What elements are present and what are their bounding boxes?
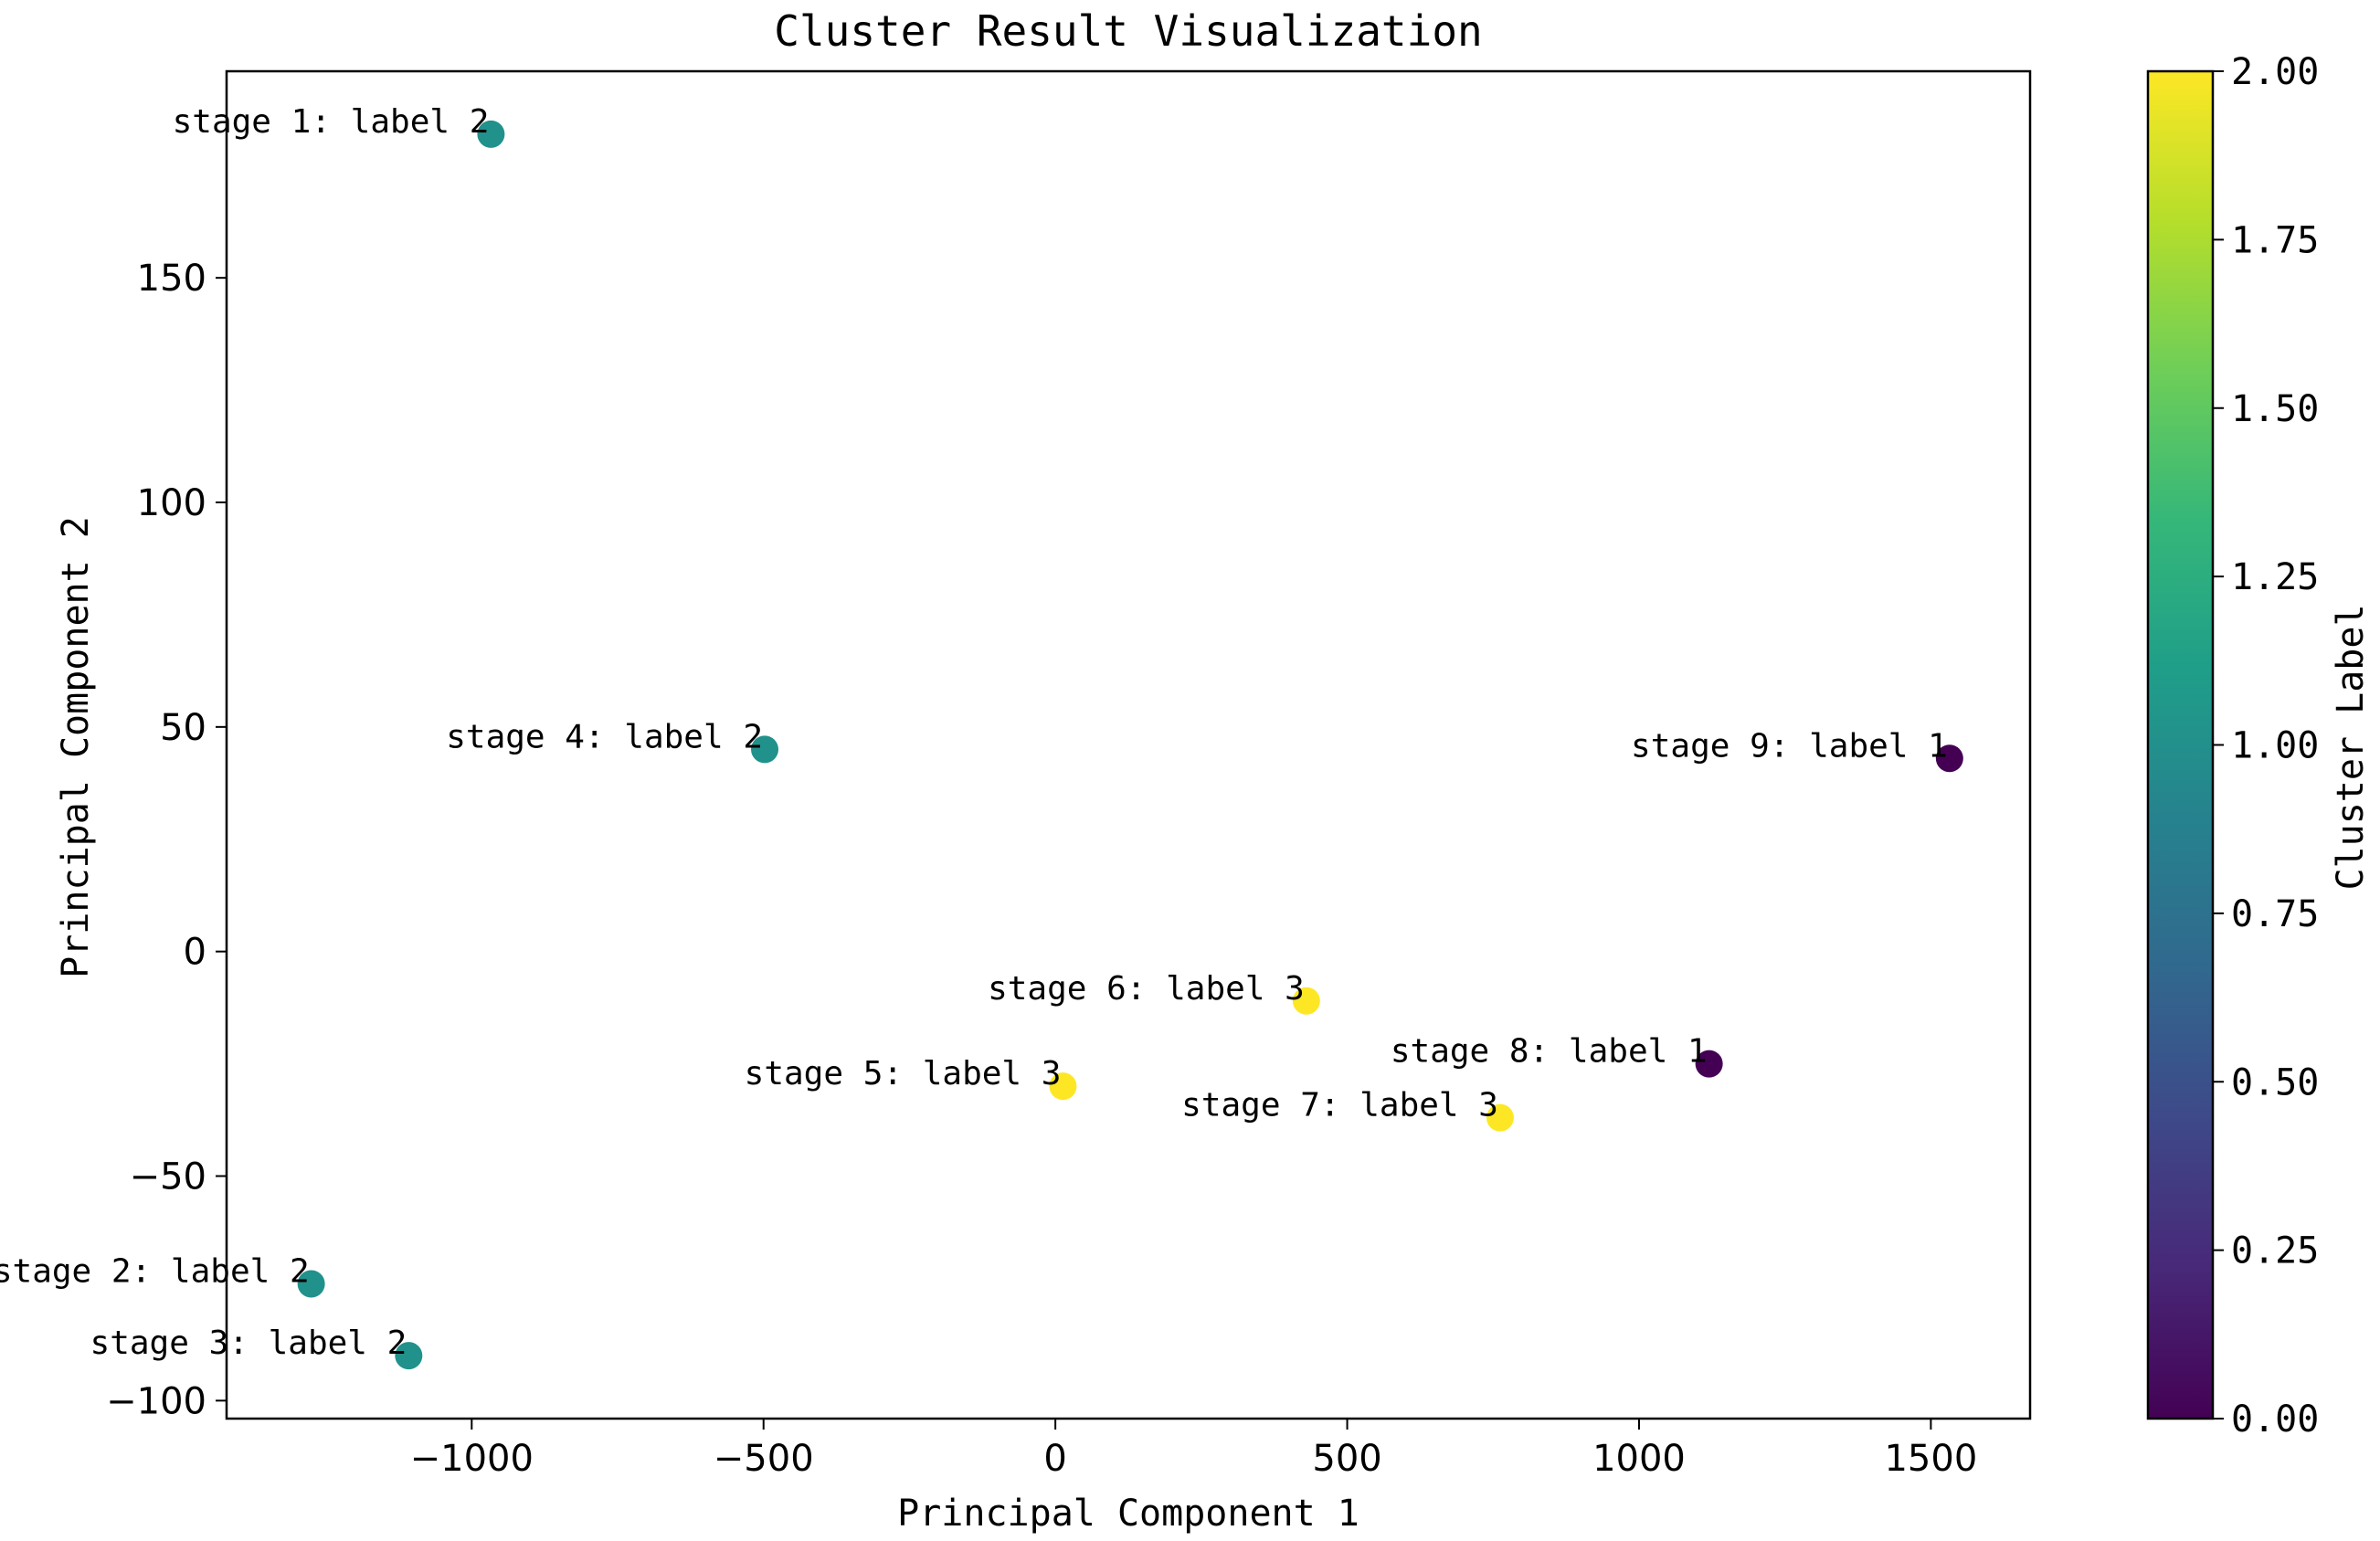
point-annotation-stage-6: stage 6: label 3 bbox=[988, 970, 1305, 1008]
colorbar-gradient bbox=[2146, 69, 2215, 1420]
point-annotation-stage-1: stage 1: label 2 bbox=[173, 103, 490, 141]
x-tick-label: 1000 bbox=[1592, 1438, 1686, 1480]
colorbar-label: Cluster Label bbox=[2330, 604, 2372, 890]
colorbar-tick-label: 1.50 bbox=[2231, 388, 2319, 430]
point-annotation-stage-5: stage 5: label 3 bbox=[745, 1055, 1062, 1092]
x-tick-label: 0 bbox=[1043, 1438, 1066, 1480]
colorbar-tick-label: 2.00 bbox=[2231, 51, 2319, 93]
y-tick-label: 100 bbox=[137, 482, 206, 524]
colorbar-tick-label: 0.75 bbox=[2231, 893, 2319, 935]
y-tick-label: 0 bbox=[184, 932, 206, 974]
y-tick-label: −100 bbox=[106, 1380, 206, 1422]
point-annotation-stage-9: stage 9: label 1 bbox=[1631, 727, 1948, 765]
chart-title: Cluster Result Visualization bbox=[774, 6, 1482, 56]
data-point-stage-3 bbox=[395, 1342, 423, 1370]
colorbar-tick-label: 0.50 bbox=[2231, 1061, 2319, 1103]
y-tick-label: −50 bbox=[130, 1156, 206, 1198]
point-annotation-stage-8: stage 8: label 1 bbox=[1391, 1033, 1708, 1071]
x-axis-label: Principal Component 1 bbox=[897, 1493, 1359, 1535]
data-point-stage-4 bbox=[751, 735, 779, 764]
colorbar-tick-label: 0.25 bbox=[2231, 1230, 2319, 1272]
x-tick-label: 500 bbox=[1312, 1438, 1381, 1480]
colorbar-tick-label: 1.00 bbox=[2231, 725, 2319, 767]
data-point-stage-8 bbox=[1695, 1050, 1723, 1078]
axes-frame bbox=[225, 69, 2032, 1420]
x-tick-label: −500 bbox=[714, 1438, 814, 1480]
data-point-stage-2 bbox=[297, 1270, 325, 1298]
y-tick-label: 150 bbox=[137, 258, 206, 300]
data-point-stage-5 bbox=[1049, 1072, 1077, 1101]
data-point-stage-9 bbox=[1935, 744, 1963, 773]
point-annotation-stage-4: stage 4: label 2 bbox=[446, 718, 763, 755]
point-annotation-stage-7: stage 7: label 3 bbox=[1181, 1087, 1498, 1124]
y-tick-label: 50 bbox=[160, 707, 206, 749]
colorbar-tick-label: 1.25 bbox=[2231, 556, 2319, 598]
x-tick-label: 1500 bbox=[1884, 1438, 1977, 1480]
data-point-stage-7 bbox=[1486, 1103, 1514, 1132]
colorbar-tick-label: 0.00 bbox=[2231, 1399, 2319, 1441]
point-annotation-stage-2: stage 2: label 2 bbox=[0, 1253, 310, 1291]
plot-area: −1000 −500 0 500 1000 1500−100−50050100150sta… bbox=[0, 69, 2032, 1480]
data-point-stage-6 bbox=[1292, 987, 1320, 1015]
colorbar: 0.00 0.25 0.50 0.75 1.00 1.25 1.50 1.75 2.00 bbox=[2146, 51, 2319, 1441]
x-tick-label: −1000 bbox=[410, 1438, 534, 1480]
point-annotation-stage-3: stage 3: label 2 bbox=[90, 1325, 407, 1362]
colorbar-tick-label: 1.75 bbox=[2231, 219, 2319, 261]
data-point-stage-1 bbox=[477, 120, 505, 148]
y-axis-label: Principal Component 2 bbox=[55, 516, 97, 978]
